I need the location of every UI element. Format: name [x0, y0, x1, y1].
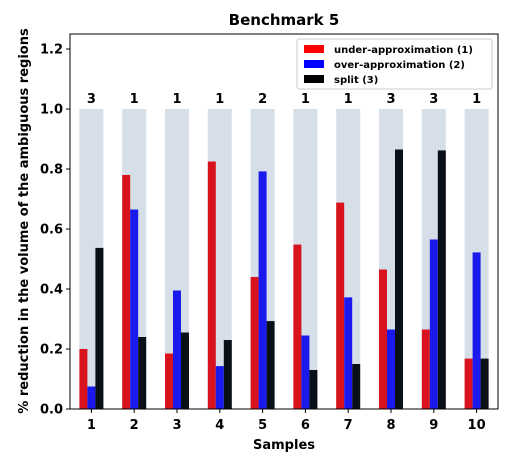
bar-under [165, 353, 173, 409]
bar-under [379, 269, 387, 409]
y-tick-label: 0.8 [40, 163, 63, 178]
legend-box [296, 38, 493, 90]
x-tick-label: 2 [130, 418, 139, 433]
bar-split [480, 358, 489, 409]
bar-count-label: 1 [130, 92, 139, 107]
bar-over [215, 366, 224, 409]
bar-split [95, 247, 104, 409]
bar-split [309, 370, 318, 409]
bar-split [223, 340, 232, 409]
bar-under [336, 202, 345, 409]
y-tick-label: 0.6 [40, 223, 63, 238]
bar-over [258, 171, 267, 409]
bar-under [421, 329, 430, 409]
bar-over [173, 290, 181, 409]
bar-split [266, 321, 275, 409]
legend-label: split (3) [334, 75, 378, 86]
bar-over [130, 209, 139, 409]
x-tick-label: 5 [258, 418, 267, 433]
x-tick-label: 7 [344, 418, 353, 433]
y-tick-label: 1.0 [40, 103, 63, 118]
bar-count-label: 1 [344, 92, 353, 107]
bar-under [250, 277, 259, 409]
plot-frame [69, 33, 499, 410]
bar-over [87, 386, 96, 409]
bar-count-label: 1 [301, 92, 310, 107]
legend-swatch [304, 45, 324, 53]
bar-count-label: 3 [429, 92, 438, 107]
legend-swatch [304, 60, 324, 68]
bar-over [344, 297, 353, 409]
bar-count-label: 1 [172, 92, 181, 107]
bar-split [437, 150, 446, 409]
bar-count-label: 2 [258, 92, 267, 107]
x-tick-label: 6 [301, 418, 310, 433]
x-tick-label: 8 [386, 418, 395, 433]
chart-title: Benchmark 5 [229, 11, 340, 29]
x-axis-label: Samples [253, 438, 315, 453]
bar-count-label: 1 [215, 92, 224, 107]
legend-label: over-approximation (2) [334, 60, 465, 71]
x-tick-label: 1 [87, 418, 96, 433]
y-tick-label: 0.4 [40, 283, 63, 298]
bar-under [293, 244, 302, 409]
bar-under [464, 358, 473, 409]
bar-under [79, 349, 88, 409]
x-tick-label: 9 [429, 418, 438, 433]
x-tick-label: 4 [215, 418, 224, 433]
x-tick-label: 10 [468, 418, 486, 433]
legend-swatch [304, 75, 324, 83]
y-tick-label: 0.0 [40, 403, 63, 418]
bar-count-label: 3 [386, 92, 395, 107]
x-tick-label: 3 [172, 418, 181, 433]
bar-split [181, 332, 189, 409]
bar-over [472, 252, 481, 409]
legend-label: under-approximation (1) [334, 45, 473, 56]
y-axis-label: % reduction in the volume of the ambiguo… [17, 28, 32, 414]
bar-under [207, 161, 216, 409]
bar-under [122, 175, 131, 409]
bar-over [429, 239, 438, 409]
bar-over [301, 335, 310, 409]
y-tick-label: 0.2 [40, 343, 63, 358]
bar-over [387, 329, 395, 409]
bar-count-label: 3 [87, 92, 96, 107]
bar-count-label: 1 [472, 92, 481, 107]
bar-split [395, 149, 403, 409]
bar-split [352, 364, 361, 409]
bar-split [138, 337, 147, 409]
y-tick-label: 1.2 [40, 43, 63, 58]
